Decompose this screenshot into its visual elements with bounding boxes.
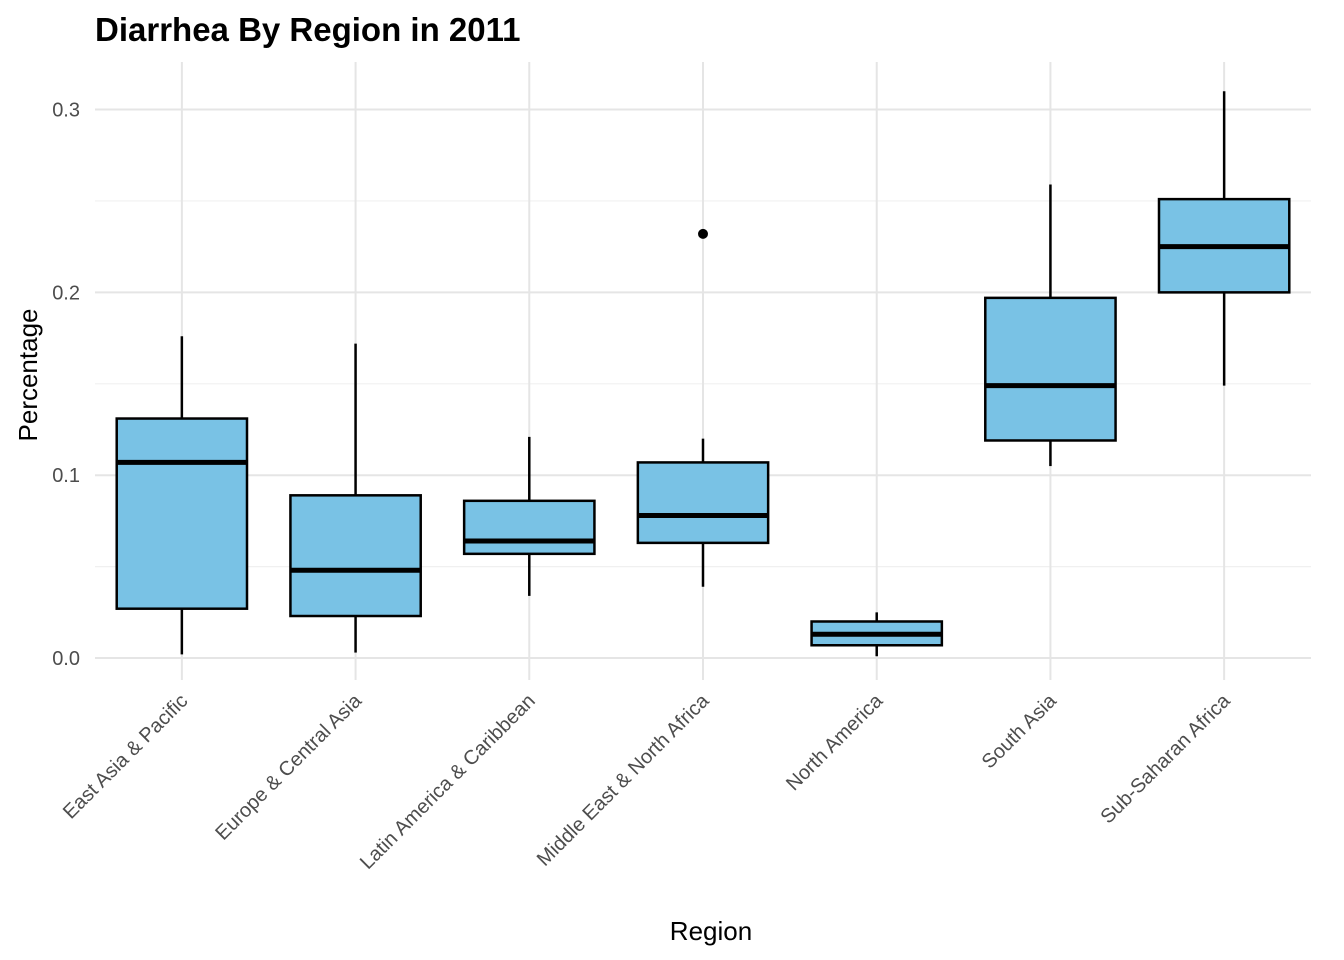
y-tick-label: 0.0 [52, 648, 80, 670]
y-tick-label: 0.1 [52, 465, 80, 487]
box-6 [984, 184, 1117, 467]
boxes [115, 91, 1291, 657]
x-tick-label: Latin America & Caribbean [356, 690, 540, 874]
y-tick-label: 0.3 [52, 100, 80, 122]
x-tick-label: East Asia & Pacific [59, 690, 192, 823]
box-4 [636, 228, 770, 587]
x-tick-label: Europe & Central Asia [211, 689, 366, 844]
x-axis-title: Region [670, 916, 752, 946]
y-axis-title: Percentage [13, 309, 43, 442]
x-tick-label: Sub-Saharan Africa [1096, 689, 1235, 828]
iqr-box [462, 499, 596, 556]
x-axis-ticks: East Asia & Pacific Europe & Central Asia… [59, 689, 1235, 873]
outlier-point [698, 228, 708, 239]
chart-title: Diarrhea By Region in 2011 [95, 11, 521, 48]
iqr-box [289, 494, 422, 618]
box-3 [462, 436, 596, 596]
y-tick-label: 0.2 [52, 282, 80, 304]
x-tick-label: Middle East & North Africa [533, 689, 714, 870]
box-2 [289, 343, 422, 653]
iqr-box [636, 461, 770, 545]
y-axis-ticks: 0.0 0.1 0.2 0.3 [52, 100, 80, 671]
x-tick-label: South Asia [978, 689, 1062, 773]
box-5 [810, 612, 944, 657]
iqr-box [984, 296, 1117, 442]
box-7 [1157, 91, 1291, 386]
iqr-box [115, 417, 249, 610]
grid [95, 62, 1311, 680]
box-1 [115, 336, 249, 655]
x-tick-label: North America [782, 689, 888, 795]
